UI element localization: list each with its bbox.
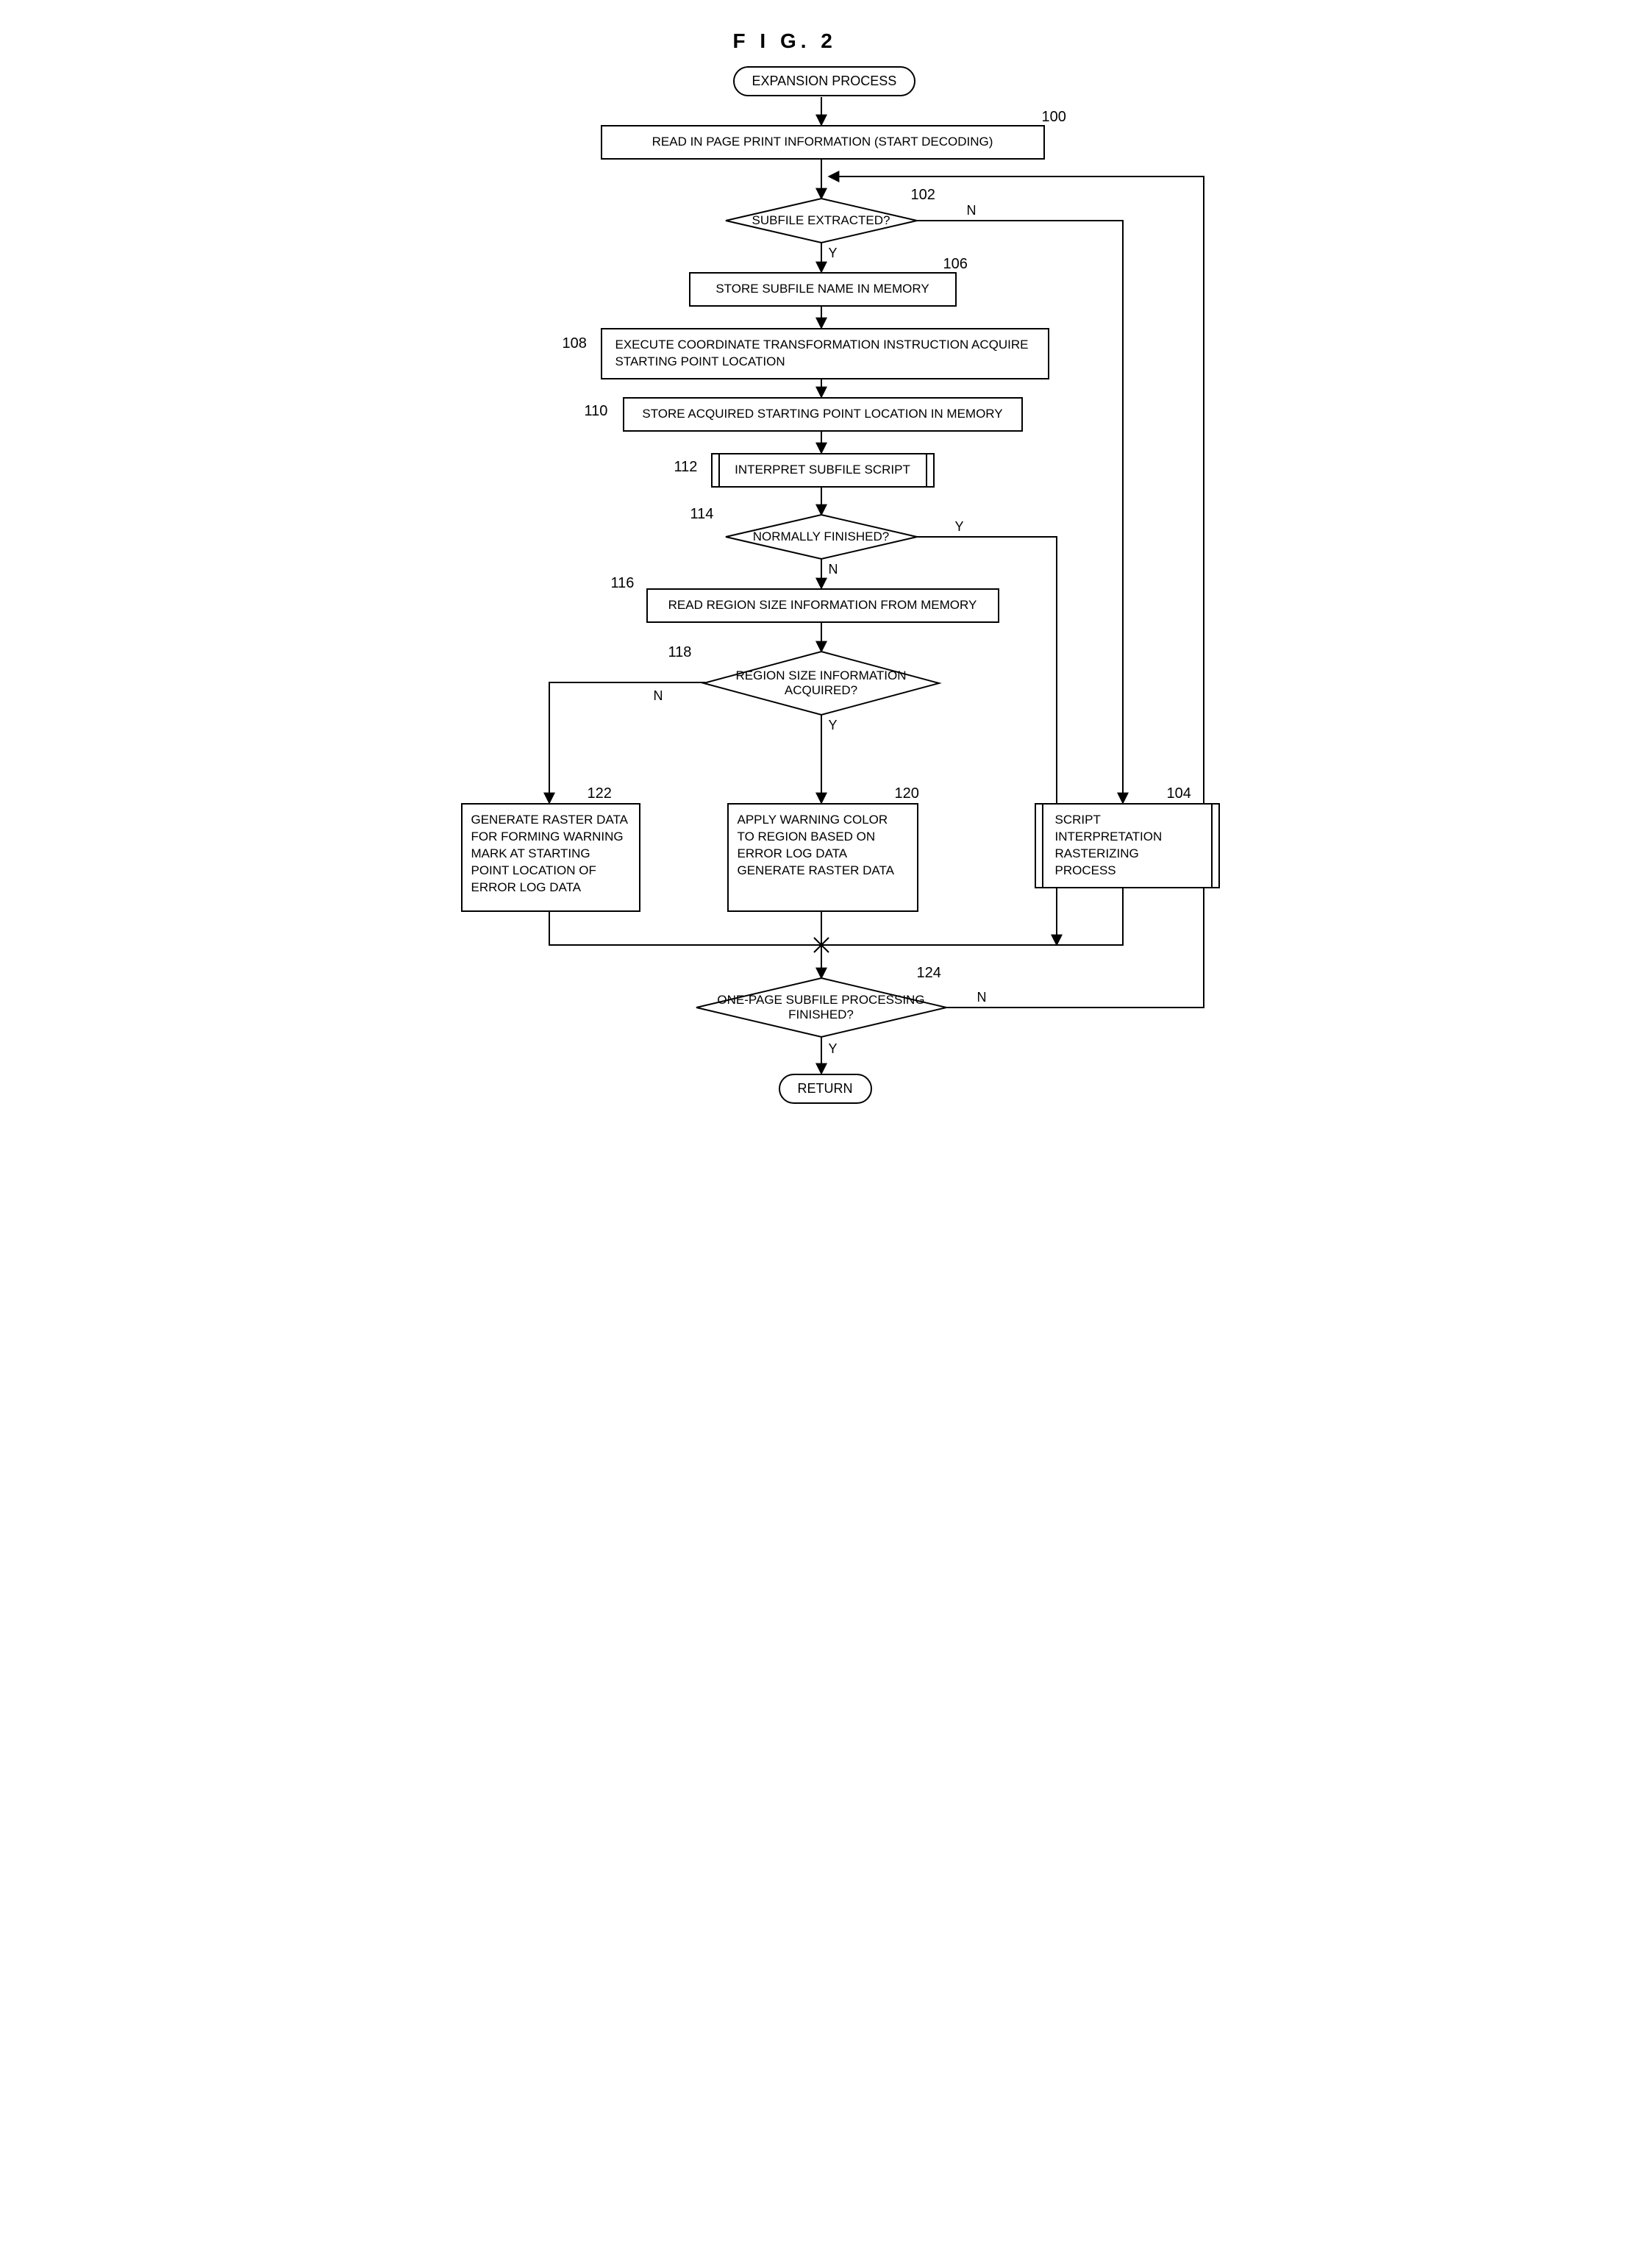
terminator-end: RETURN — [779, 1074, 872, 1104]
ref-112: 112 — [674, 459, 698, 476]
ref-100: 100 — [1042, 109, 1066, 126]
decision-114-label: NORMALLY FINISHED? — [726, 515, 917, 559]
flowchart-canvas: F I G. 2 EXPANSION PROCESS READ IN PAGE … — [417, 29, 1226, 1147]
process-106: STORE SUBFILE NAME IN MEMORY — [689, 272, 957, 307]
figure-title: F I G. 2 — [733, 29, 837, 53]
process-100: READ IN PAGE PRINT INFORMATION (START DE… — [601, 125, 1045, 160]
decision-124-label: ONE-PAGE SUBFILE PROCESSING FINISHED? — [696, 978, 946, 1037]
decision-118-label: REGION SIZE INFORMATION ACQUIRED? — [704, 652, 939, 715]
ref-118: 118 — [668, 644, 692, 661]
ref-124: 124 — [917, 965, 941, 982]
subprocess-112: INTERPRET SUBFILE SCRIPT — [711, 453, 935, 488]
decision-124: ONE-PAGE SUBFILE PROCESSING FINISHED? — [696, 978, 946, 1037]
ref-102: 102 — [911, 187, 935, 204]
branch-118-n: N — [654, 688, 663, 704]
branch-118-y: Y — [829, 718, 838, 733]
branch-114-y: Y — [955, 519, 964, 535]
process-122: GENERATE RASTER DATA FOR FORMING WARNING… — [461, 803, 640, 912]
ref-114: 114 — [690, 506, 714, 523]
process-108: EXECUTE COORDINATE TRANSFORMATION INSTRU… — [601, 328, 1049, 379]
process-120: APPLY WARNING COLOR TO REGION BASED ON E… — [727, 803, 918, 912]
decision-118: REGION SIZE INFORMATION ACQUIRED? — [704, 652, 939, 715]
ref-104: 104 — [1167, 785, 1191, 802]
branch-102-y: Y — [829, 246, 838, 261]
decision-114: NORMALLY FINISHED? — [726, 515, 917, 559]
ref-110: 110 — [585, 403, 608, 420]
ref-108: 108 — [563, 335, 587, 352]
branch-124-y: Y — [829, 1041, 838, 1057]
ref-120: 120 — [895, 785, 919, 802]
branch-102-n: N — [967, 203, 977, 218]
ref-122: 122 — [588, 785, 612, 802]
ref-106: 106 — [943, 256, 968, 273]
branch-114-n: N — [829, 562, 838, 577]
process-110: STORE ACQUIRED STARTING POINT LOCATION I… — [623, 397, 1023, 432]
terminator-start: EXPANSION PROCESS — [733, 66, 916, 96]
subprocess-104: SCRIPT INTERPRETATION RASTERIZING PROCES… — [1035, 803, 1220, 888]
process-116: READ REGION SIZE INFORMATION FROM MEMORY — [646, 588, 999, 623]
ref-116: 116 — [611, 575, 635, 592]
decision-102: SUBFILE EXTRACTED? — [726, 199, 917, 243]
decision-102-label: SUBFILE EXTRACTED? — [726, 199, 917, 243]
branch-124-n: N — [977, 990, 987, 1005]
